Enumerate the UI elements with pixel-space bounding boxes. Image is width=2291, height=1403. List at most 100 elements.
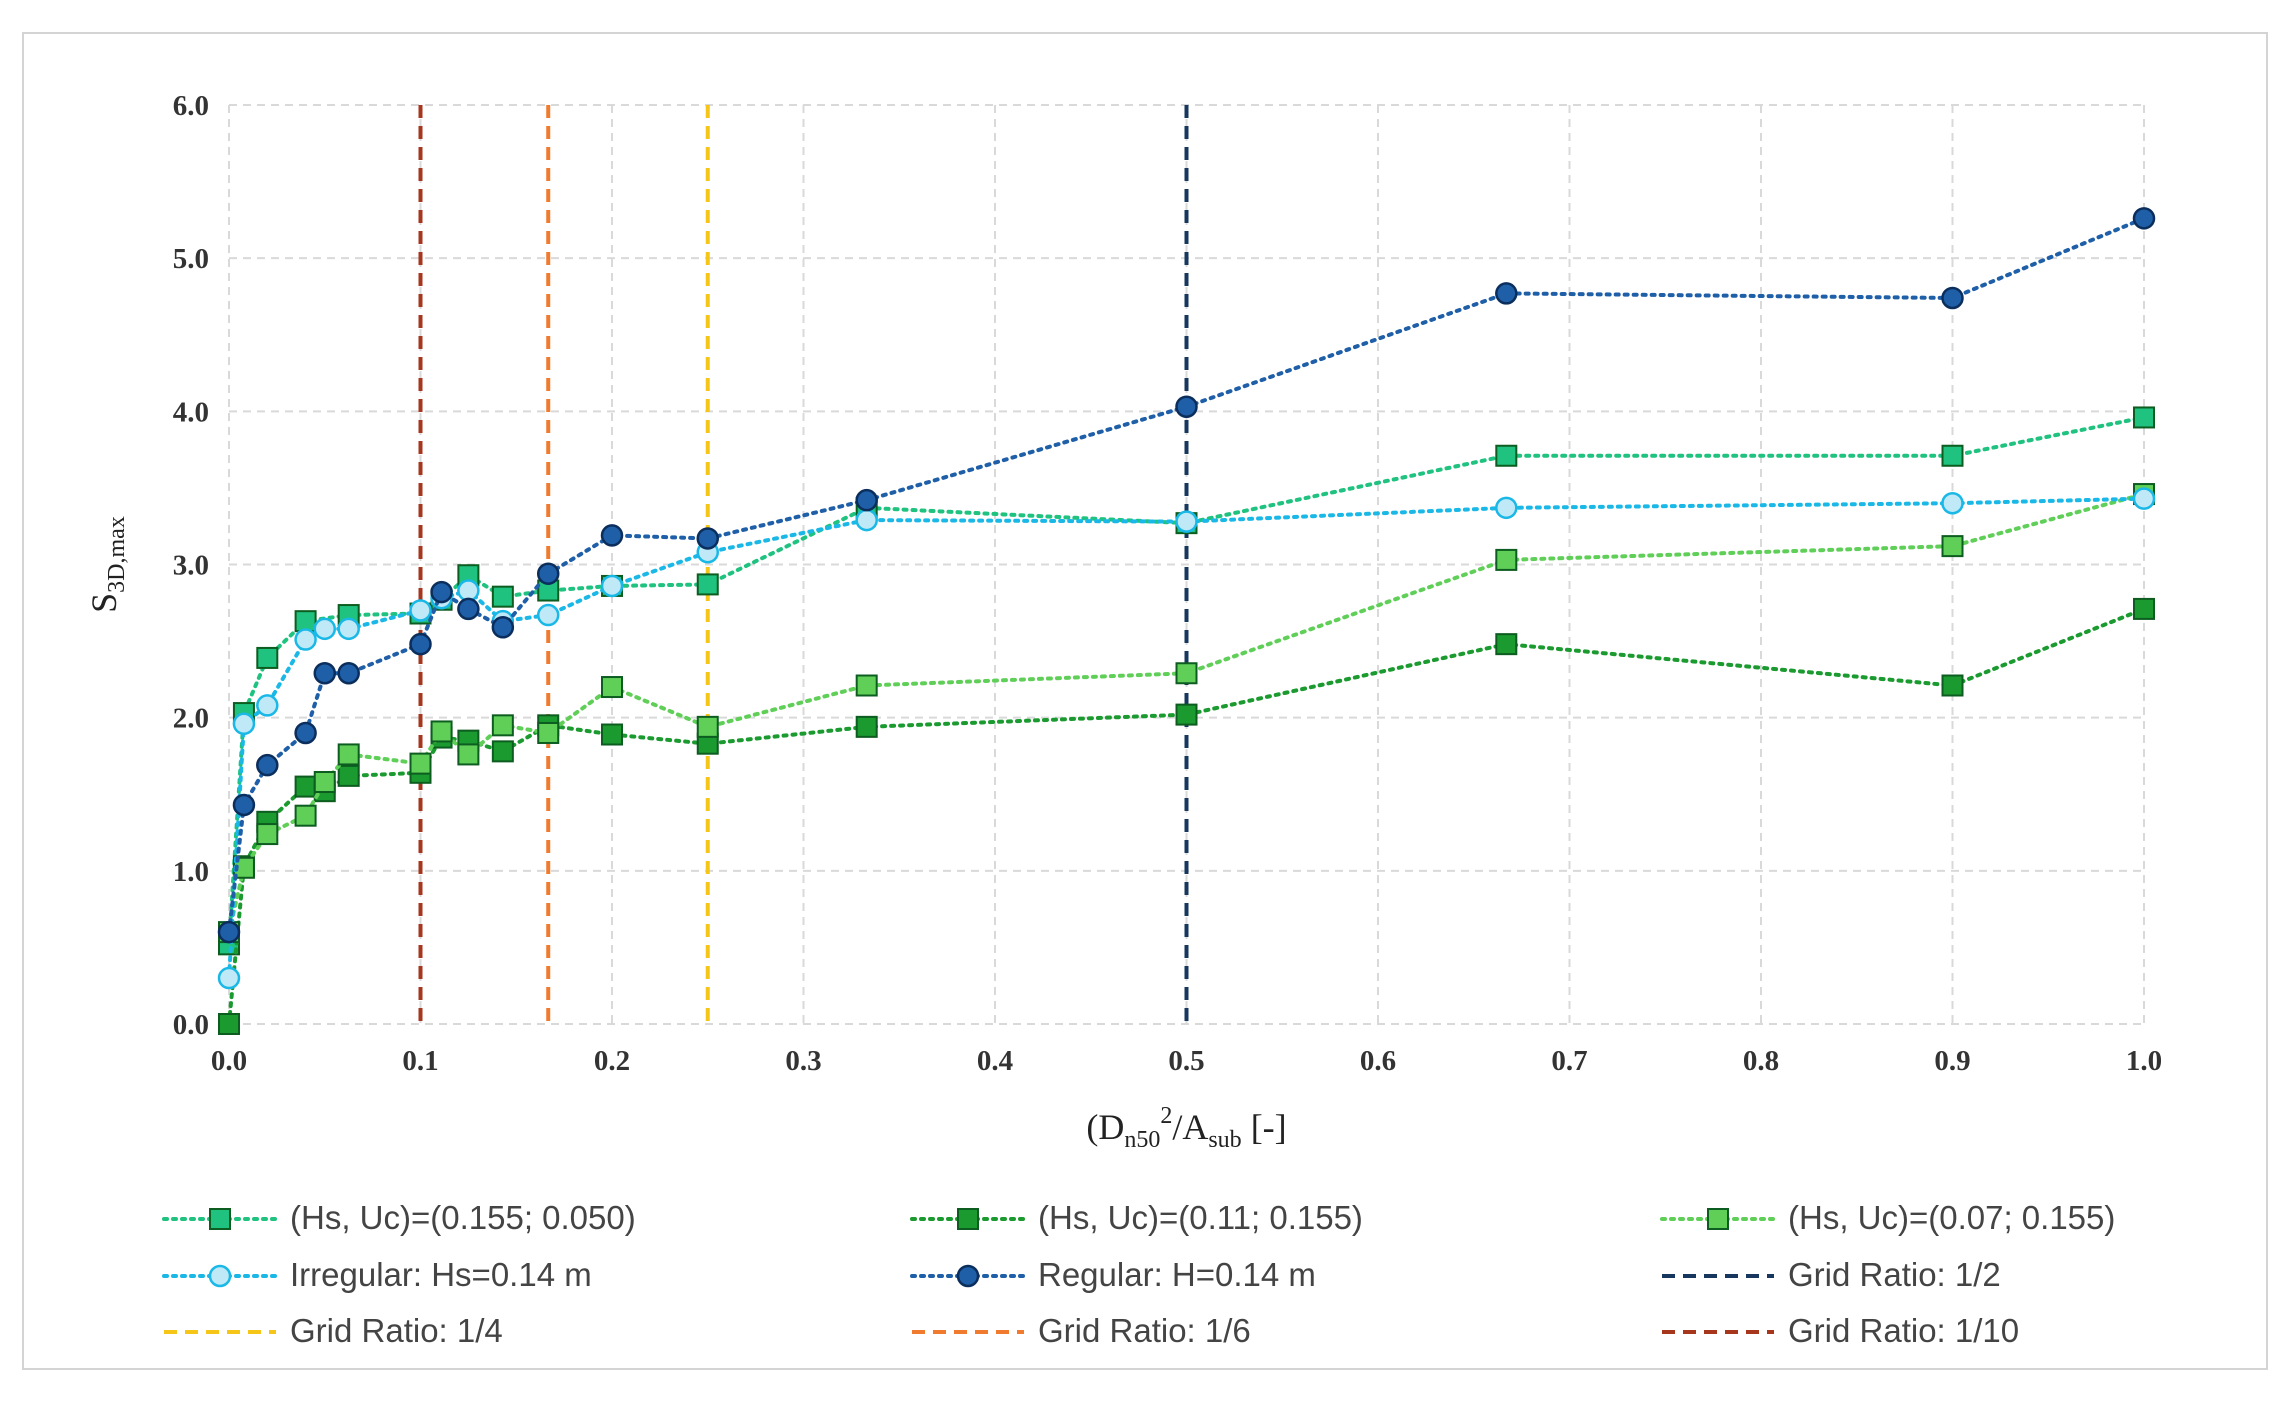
data-point <box>1941 674 1964 697</box>
data-point <box>217 920 241 944</box>
data-point <box>256 646 279 669</box>
legend-label: Grid Ratio: 1/6 <box>1038 1312 1251 1349</box>
data-point <box>256 694 279 717</box>
x-tick-label: 0.4 <box>977 1045 1013 1077</box>
data-point <box>294 775 317 798</box>
x-tick-label: 0.1 <box>402 1045 438 1077</box>
x-tick-label: 0.7 <box>1551 1045 1587 1077</box>
data-point <box>1941 286 1964 310</box>
legend-item: Grid Ratio: 1/6 <box>912 1312 1251 1349</box>
legend-marker <box>209 1208 231 1230</box>
data-point <box>855 508 878 532</box>
data-point <box>313 617 336 641</box>
x-tick-label: 0.5 <box>1168 1045 1204 1077</box>
data-point <box>294 721 317 745</box>
legend-item: Irregular: Hs=0.14 m <box>162 1256 592 1293</box>
data-point <box>409 752 432 775</box>
x-tick-label: 0.9 <box>1934 1045 1970 1077</box>
data-point <box>855 488 878 512</box>
data-point <box>232 712 256 736</box>
data-point <box>1175 395 1198 418</box>
series-group <box>217 207 2156 944</box>
legend-item: Grid Ratio: 1/2 <box>1662 1256 2001 1293</box>
data-point <box>491 714 514 737</box>
data-point <box>294 610 317 633</box>
data-point <box>855 715 878 738</box>
legend-marker <box>957 1208 979 1230</box>
data-point <box>2132 207 2156 230</box>
legend-label: Grid Ratio: 1/10 <box>1788 1312 2019 1349</box>
x-tick-label: 0.0 <box>211 1045 247 1077</box>
data-point <box>256 753 279 777</box>
data-point <box>1495 496 1518 520</box>
data-point <box>232 793 256 817</box>
legend-item: Grid Ratio: 1/10 <box>1662 1312 2019 1349</box>
data-point <box>536 603 560 627</box>
data-point <box>491 585 514 608</box>
data-point <box>409 599 432 622</box>
data-point <box>536 562 560 585</box>
legend-item: Grid Ratio: 1/4 <box>164 1312 503 1349</box>
series-group <box>218 483 2155 944</box>
data-point <box>1175 662 1198 685</box>
x-axis-ticks: 0.0 0.1 0.2 0.3 0.4 0.5 0.6 0.7 0.8 0.9 1.0 <box>211 1045 2162 1077</box>
x-tick-label: 0.6 <box>1360 1045 1396 1077</box>
data-point <box>337 764 360 787</box>
y-tick-label: 0.0 <box>173 1009 209 1041</box>
y-tick-label: 3.0 <box>173 550 209 582</box>
legend-marker <box>956 1264 980 1288</box>
data-point <box>217 966 241 990</box>
data-point <box>218 1013 240 1035</box>
data-point <box>457 579 480 602</box>
data-point <box>337 661 360 685</box>
y-tick-label: 6.0 <box>173 90 209 122</box>
data-point <box>2133 597 2155 620</box>
data-point <box>1495 633 1518 656</box>
series-line <box>227 496 2146 981</box>
y-axis-ticks: 0.0 1.0 2.0 3.0 4.0 5.0 6.0 <box>173 90 209 1041</box>
y-axis-label: S3D,max <box>84 516 130 613</box>
data-point <box>696 573 719 596</box>
data-point <box>294 628 317 651</box>
data-point <box>457 743 480 766</box>
legend-label: Regular: H=0.14 m <box>1038 1256 1316 1293</box>
data-point <box>1941 444 1964 467</box>
y-tick-label: 2.0 <box>173 703 209 735</box>
x-tick-label: 1.0 <box>2126 1045 2162 1077</box>
data-point <box>1175 703 1198 726</box>
data-point <box>855 674 878 697</box>
y-tick-label: 4.0 <box>173 396 209 428</box>
x-tick-label: 0.8 <box>1743 1045 1779 1077</box>
data-point <box>1941 491 1964 515</box>
legend: (Hs, Uc)=(0.155; 0.050) (Hs, Uc)=(0.11; 0… <box>162 1199 2115 1349</box>
data-point <box>337 743 360 766</box>
data-point <box>1175 510 1198 533</box>
x-tick-label: 0.2 <box>594 1045 630 1077</box>
data-point <box>313 770 336 793</box>
legend-item: (Hs, Uc)=(0.155; 0.050) <box>162 1199 636 1236</box>
legend-label: Irregular: Hs=0.14 m <box>290 1256 592 1293</box>
data-point <box>601 676 623 699</box>
data-point <box>1495 444 1518 467</box>
data-point <box>409 632 432 656</box>
grid-ratio-lines <box>418 105 1189 1024</box>
y-tick-label: 5.0 <box>173 243 209 275</box>
data-point <box>491 740 514 763</box>
data-point <box>1495 548 1518 571</box>
chart-svg: 0.0 0.1 0.2 0.3 0.4 0.5 0.6 0.7 0.8 0.9 1.0 0.0 1.0… <box>84 90 2162 1349</box>
data-point <box>696 527 719 550</box>
data-point <box>696 715 719 738</box>
data-point <box>601 723 623 746</box>
data-point <box>313 661 336 685</box>
data-point <box>430 720 453 743</box>
data-point <box>256 823 279 846</box>
data-point <box>457 597 480 621</box>
legend-item: (Hs, Uc)=(0.11; 0.155) <box>910 1199 1363 1236</box>
data-point <box>1941 535 1964 558</box>
data-point <box>600 524 624 547</box>
data-point <box>294 804 317 827</box>
legend-item: (Hs, Uc)=(0.07; 0.155) <box>1660 1199 2115 1236</box>
legend-label: (Hs, Uc)=(0.155; 0.050) <box>290 1199 636 1236</box>
legend-item: Regular: H=0.14 m <box>910 1256 1316 1293</box>
data-point <box>2132 487 2156 510</box>
